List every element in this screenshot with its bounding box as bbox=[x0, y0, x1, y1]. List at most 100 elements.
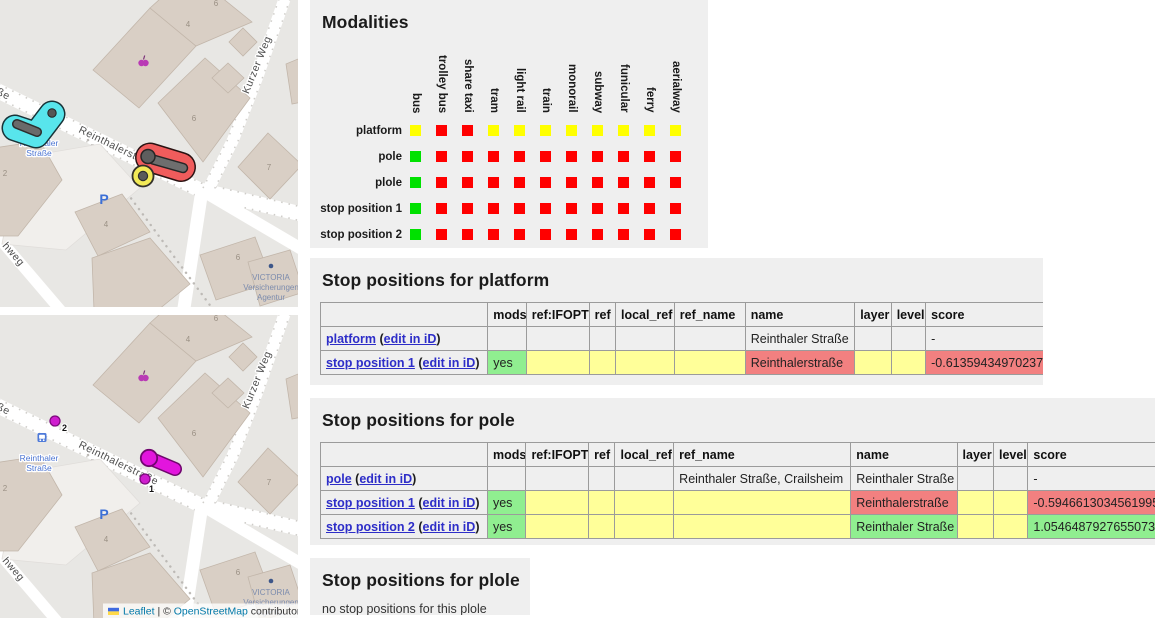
modality-status-square bbox=[487, 151, 499, 163]
feature-link[interactable]: stop position 2 bbox=[326, 519, 415, 534]
modality-column-label: trolley bus bbox=[435, 54, 448, 113]
table-row: stop position 1 (edit in iD) yes Reinthale… bbox=[320, 490, 1155, 515]
feature-link[interactable]: platform bbox=[326, 331, 376, 346]
table-cell bbox=[614, 326, 675, 351]
modality-status-square bbox=[539, 203, 551, 215]
table-row: pole (edit in iD) Reinthaler Straße, Crai… bbox=[320, 466, 1155, 491]
edit-in-id-link[interactable]: edit in iD bbox=[383, 331, 437, 346]
table-cell bbox=[673, 326, 746, 351]
table-cell bbox=[614, 490, 675, 515]
stop-position-marker-yellow[interactable] bbox=[131, 164, 155, 188]
svg-text:2: 2 bbox=[62, 423, 67, 433]
table-cell bbox=[992, 490, 1029, 515]
modality-status-square bbox=[591, 177, 603, 189]
modality-column-label: train bbox=[539, 88, 552, 113]
table-cell: - bbox=[1027, 466, 1155, 491]
table-cell bbox=[614, 350, 675, 375]
column-header: score bbox=[1027, 442, 1155, 467]
modality-status-square bbox=[591, 203, 603, 215]
edit-in-id-link[interactable]: edit in iD bbox=[422, 495, 476, 510]
table-row: stop position 2 (edit in iD) yes Reinthale… bbox=[320, 514, 1155, 539]
table-row: platform (edit in iD) Reinthaler Straße - bbox=[319, 326, 1043, 351]
table-cell bbox=[992, 466, 1029, 491]
stop-positions-pole-panel: Stop positions for pole mods ref:IFOPT ref… bbox=[310, 398, 1155, 545]
column-header bbox=[320, 442, 488, 467]
modality-status-square bbox=[435, 203, 447, 215]
modality-status-square bbox=[539, 125, 551, 137]
feature-link[interactable]: pole bbox=[326, 471, 352, 486]
modalities-title: Modalities bbox=[322, 12, 409, 32]
edit-in-id-link[interactable]: edit in iD bbox=[422, 355, 476, 370]
modality-status-square bbox=[487, 203, 499, 215]
plole-empty-note: no stop positions for this plole bbox=[322, 602, 487, 615]
modality-status-square bbox=[435, 229, 447, 241]
column-header: local_ref bbox=[614, 302, 675, 327]
modality-status-square bbox=[591, 229, 603, 241]
modality-row-label: stop position 2 bbox=[320, 229, 402, 241]
pole-highlight-magenta[interactable] bbox=[139, 448, 182, 476]
map-pole-view[interactable]: 2 1 Leaflet | © OpenStreetMap contributo… bbox=[0, 315, 298, 618]
platform-stops-table: mods ref:IFOPT ref local_ref ref_name name lay… bbox=[319, 302, 1043, 375]
modality-status-square bbox=[617, 151, 629, 163]
table-row: stop position 1 (edit in iD) yes Reinthale… bbox=[319, 350, 1043, 375]
modality-status-square bbox=[591, 151, 603, 163]
modality-column-label: ferry bbox=[643, 87, 656, 113]
modality-status-square bbox=[461, 177, 473, 189]
pole-section-title: Stop positions for pole bbox=[322, 410, 515, 430]
feature-link[interactable]: stop position 1 bbox=[326, 495, 415, 510]
table-cell bbox=[525, 514, 590, 539]
platform-highlight-cyan[interactable] bbox=[1, 100, 66, 149]
edit-in-id-link[interactable]: edit in iD bbox=[359, 471, 413, 486]
table-cell bbox=[525, 350, 590, 375]
leaflet-link[interactable]: Leaflet bbox=[123, 606, 155, 618]
svg-text:1: 1 bbox=[149, 484, 154, 494]
modality-status-square bbox=[409, 203, 421, 215]
table-cell bbox=[956, 490, 994, 515]
table-cell bbox=[854, 326, 892, 351]
column-header: ref bbox=[588, 302, 616, 327]
modality-status-square bbox=[409, 177, 421, 189]
edit-in-id-link[interactable]: edit in iD bbox=[422, 519, 476, 534]
table-cell bbox=[525, 466, 590, 491]
modality-status-square bbox=[435, 177, 447, 189]
column-header: ref:IFOPT bbox=[525, 442, 590, 467]
stop-highlight-red[interactable] bbox=[135, 142, 196, 182]
modality-status-square bbox=[643, 125, 655, 137]
modality-status-square bbox=[409, 229, 421, 241]
stop-marker-1[interactable]: 1 bbox=[139, 473, 155, 495]
modality-status-square bbox=[643, 229, 655, 241]
feature-link[interactable]: stop position 1 bbox=[326, 355, 415, 370]
table-cell bbox=[854, 350, 892, 375]
stop-marker-2[interactable]: 2 bbox=[49, 415, 68, 434]
modality-status-square bbox=[669, 151, 681, 163]
modality-status-square bbox=[643, 151, 655, 163]
map-platform-view[interactable]: Reinthalerstraße ße Kurzer Weg hweg Rein… bbox=[0, 0, 298, 307]
column-header: ref_name bbox=[673, 442, 852, 467]
modality-status-square bbox=[461, 203, 473, 215]
table-cell bbox=[673, 350, 746, 375]
table-cell bbox=[588, 490, 616, 515]
table-cell bbox=[956, 514, 994, 539]
modality-status-square bbox=[539, 177, 551, 189]
modality-status-square bbox=[669, 229, 681, 241]
column-header bbox=[319, 302, 489, 327]
modality-status-square bbox=[617, 125, 629, 137]
ukraine-flag-icon bbox=[108, 607, 119, 615]
osm-link[interactable]: OpenStreetMap bbox=[174, 606, 248, 618]
modality-status-square bbox=[565, 203, 577, 215]
modality-status-square bbox=[565, 151, 577, 163]
modality-status-square bbox=[461, 229, 473, 241]
table-cell: 1.0546487927655073 bbox=[1027, 514, 1155, 539]
table-cell bbox=[890, 350, 927, 375]
modality-row: pole bbox=[320, 144, 688, 170]
modality-status-square bbox=[435, 125, 447, 137]
column-header: mods bbox=[486, 442, 527, 467]
table-cell bbox=[525, 326, 590, 351]
table-cell bbox=[614, 466, 675, 491]
modality-row-label: pole bbox=[378, 151, 402, 163]
modality-status-square bbox=[513, 203, 525, 215]
modalities-matrix: bus trolley bus share taxi tram light rail tr… bbox=[320, 44, 688, 248]
column-header: ref bbox=[588, 442, 616, 467]
column-header: level bbox=[890, 302, 927, 327]
column-header: ref_name bbox=[673, 302, 746, 327]
